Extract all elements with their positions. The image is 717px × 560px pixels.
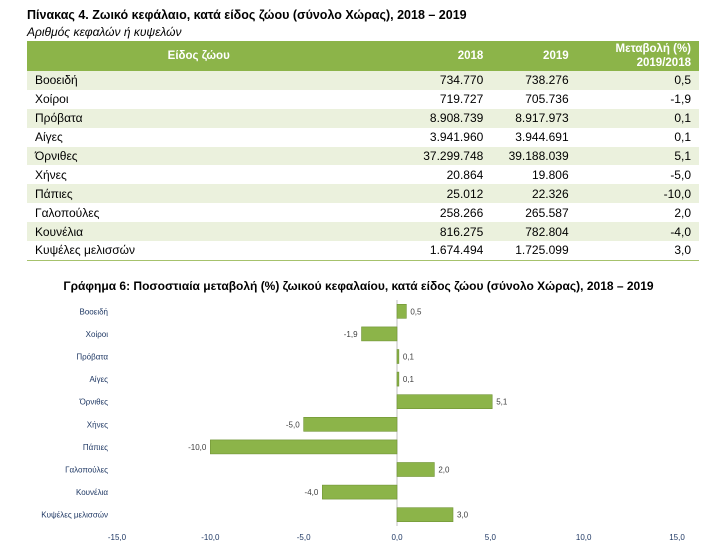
cell-change: -5,0 xyxy=(670,167,691,182)
table-row: Χήνες 20.864 19.806 -5,0 xyxy=(27,165,699,184)
cell-2019: 738.276 xyxy=(491,71,577,90)
cell-2018: 258.266 xyxy=(439,205,484,220)
table-row: Κυψέλες μελισσών 1.674.494 1.725.099 3,0 xyxy=(27,241,699,261)
category-label: Κουνέλια xyxy=(76,488,108,497)
cell-animal-type: Όρνιθες xyxy=(27,146,371,166)
category-label: Αίγες xyxy=(89,375,108,384)
table-row: Αίγες 3.941.960 3.944.691 0,1 xyxy=(27,128,699,147)
x-tick-label: 10,0 xyxy=(576,533,592,542)
bar xyxy=(396,394,493,409)
category-label: Κυψέλες μελισσών xyxy=(41,511,108,520)
bar xyxy=(322,484,398,500)
cell-change: 0,5 xyxy=(576,71,699,90)
bar xyxy=(396,371,400,387)
change-bar-chart: Βοοειδή 0,5 Χοίροι -1,9 Πρόβατα 0,1 Αίγες 0,1 Όρ… xyxy=(41,300,685,542)
data-label: 2,0 xyxy=(438,466,450,475)
bar xyxy=(303,417,398,432)
header-2019: 2019 xyxy=(491,41,577,71)
cell-animal-type: Κυψέλες μελισσών xyxy=(27,241,371,261)
table-row: Κουνέλια 816.275 782.804 -4,0 xyxy=(27,222,699,242)
cell-2019: 705.736 xyxy=(525,92,569,107)
x-tick-label: 15,0 xyxy=(669,533,685,542)
cell-2018: 8.908.739 xyxy=(370,108,492,128)
cell-animal-type: Χήνες xyxy=(35,167,67,182)
cell-change: 2,0 xyxy=(674,205,691,220)
cell-change: 0,1 xyxy=(674,130,691,145)
table-row: Πρόβατα 8.908.739 8.917.973 0,1 xyxy=(27,108,699,128)
x-tick-label: -5,0 xyxy=(297,533,311,542)
cell-animal-type: Χοίροι xyxy=(35,92,69,107)
data-label: 0,1 xyxy=(403,375,415,384)
header-change-label: Μεταβολή (%) xyxy=(615,43,691,55)
cell-2019: 19.806 xyxy=(531,167,569,182)
cell-2019: 3.944.691 xyxy=(515,130,569,145)
x-tick-label: 0,0 xyxy=(391,533,403,542)
table-row: Όρνιθες 37.299.748 39.188.039 5,1 xyxy=(27,146,699,166)
header-change: Μεταβολή (%) 2019/2018 xyxy=(576,41,699,71)
livestock-table: Είδος ζώου 2018 2019 Μεταβολή (%) 2019/20… xyxy=(27,41,699,261)
cell-2018: 37.299.748 xyxy=(370,146,492,166)
x-tick-label: -15,0 xyxy=(108,533,127,542)
cell-change: 0,1 xyxy=(576,108,699,128)
cell-2018: 25.012 xyxy=(370,184,492,204)
bar xyxy=(210,439,398,455)
category-label: Βοοειδή xyxy=(80,307,108,316)
data-label: 5,1 xyxy=(496,398,508,407)
cell-animal-type: Γαλοπούλες xyxy=(35,205,100,220)
x-tick-label: 5,0 xyxy=(485,533,497,542)
cell-2019: 39.188.039 xyxy=(491,146,577,166)
header-animal-type: Είδος ζώου xyxy=(27,41,371,71)
data-label: 0,1 xyxy=(403,353,415,362)
cell-2019: 265.587 xyxy=(525,205,569,220)
data-label: -10,0 xyxy=(188,443,207,452)
cell-2018: 20.864 xyxy=(446,167,484,182)
table-row: Χοίροι 719.727 705.736 -1,9 xyxy=(27,90,699,109)
table-header-row: Είδος ζώου 2018 2019 Μεταβολή (%) 2019/20… xyxy=(27,41,699,71)
bar xyxy=(396,304,407,319)
bar xyxy=(396,507,454,522)
x-tick-label: -10,0 xyxy=(201,533,220,542)
cell-change: -4,0 xyxy=(576,222,699,242)
category-label: Χήνες xyxy=(87,420,108,429)
cell-animal-type: Αίγες xyxy=(35,130,63,145)
header-change-period: 2019/2018 xyxy=(636,57,691,69)
cell-change: 3,0 xyxy=(576,241,699,261)
cell-2019: 782.804 xyxy=(491,222,577,242)
data-label: 3,0 xyxy=(457,511,469,520)
chart-title: Γράφημα 6: Ποσοστιαία μεταβολή (%) ζωικο… xyxy=(63,279,654,293)
category-label: Όρνιθες xyxy=(79,398,109,407)
table-row: Βοοειδή 734.770 738.276 0,5 xyxy=(27,71,699,90)
cell-2018: 734.770 xyxy=(370,71,492,90)
cell-2019: 22.326 xyxy=(491,184,577,204)
table-row: Γαλοπούλες 258.266 265.587 2,0 xyxy=(27,203,699,222)
table-row: Πάπιες 25.012 22.326 -10,0 xyxy=(27,184,699,204)
cell-2019: 8.917.973 xyxy=(491,108,577,128)
bar xyxy=(396,349,400,364)
cell-change: 5,1 xyxy=(576,146,699,166)
cell-animal-type: Πάπιες xyxy=(27,184,371,204)
category-label: Χοίροι xyxy=(86,330,109,339)
bar xyxy=(396,462,435,477)
cell-2018: 816.275 xyxy=(370,222,492,242)
table-title: Πίνακας 4. Ζωικό κεφάλαιο, κατά είδος ζώ… xyxy=(27,8,467,22)
category-label: Πρόβατα xyxy=(76,353,108,362)
cell-animal-type: Βοοειδή xyxy=(27,71,371,90)
category-label: Γαλοπούλες xyxy=(65,466,108,475)
cell-2018: 719.727 xyxy=(439,92,484,107)
cell-change: -1,9 xyxy=(670,92,691,107)
cell-animal-type: Πρόβατα xyxy=(27,108,371,128)
cell-2019: 1.725.099 xyxy=(491,241,577,261)
cell-2018: 1.674.494 xyxy=(370,241,492,261)
data-label: -5,0 xyxy=(286,420,300,429)
data-label: -4,0 xyxy=(305,488,319,497)
data-label: 0,5 xyxy=(410,307,422,316)
data-label: -1,9 xyxy=(344,330,358,339)
cell-2018: 3.941.960 xyxy=(429,130,484,145)
bar xyxy=(361,326,398,342)
category-label: Πάπιες xyxy=(83,443,108,452)
table-subtitle: Αριθμός κεφαλών ή κυψελών xyxy=(27,25,182,39)
cell-change: -10,0 xyxy=(576,184,699,204)
header-2018: 2018 xyxy=(370,41,492,71)
cell-animal-type: Κουνέλια xyxy=(27,222,371,242)
